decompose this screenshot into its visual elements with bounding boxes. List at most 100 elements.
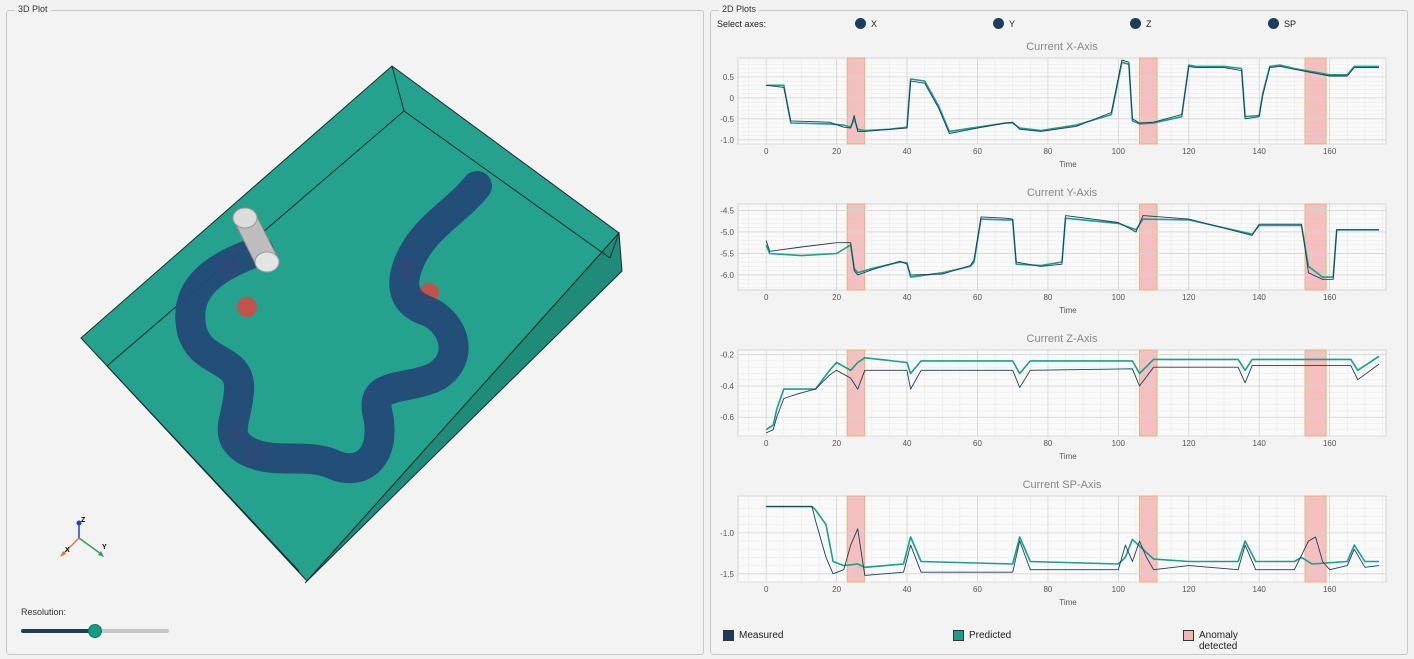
workpiece-block — [80, 65, 623, 584]
x-tick-label: 160 — [1323, 293, 1337, 302]
workpiece-edge — [609, 232, 620, 259]
axis-selector: Select axes: X Y Z SP — [717, 18, 1297, 29]
y-tick-label: -0.2 — [720, 351, 734, 360]
x-tick-label: 140 — [1253, 585, 1267, 594]
resolution-slider-fill — [21, 629, 95, 633]
plot-area — [737, 349, 1387, 437]
y-tick-label: -1.0 — [720, 529, 734, 538]
plot-area — [737, 57, 1387, 145]
anomaly-band — [846, 203, 866, 291]
triad-y-line — [78, 537, 102, 555]
triad-y-tip — [98, 551, 104, 557]
chart-title: Current Z-Axis — [1027, 333, 1098, 345]
x-tick-label: 120 — [1182, 147, 1196, 156]
triad-y-label: Y — [102, 544, 107, 551]
triad-x-line — [62, 537, 80, 555]
y-tick-label: -0.5 — [720, 115, 734, 124]
x-tick-label: 80 — [1043, 147, 1052, 156]
x-axis-label: Time — [1059, 452, 1077, 461]
workpiece-side-face — [304, 231, 623, 584]
charts-area: Current X-Axis 0 20 40 60 80 100 120 140 160 0.5 0 -… — [720, 41, 1387, 607]
toolpath — [175, 171, 492, 484]
select-axes-label: Select axes: — [717, 19, 767, 29]
legend-swatch-predicted — [953, 630, 964, 641]
x-tick-label: 40 — [903, 585, 912, 594]
x-tick-label: 40 — [903, 293, 912, 302]
workpiece-inner-edge — [106, 365, 300, 572]
anomaly-band — [1304, 495, 1327, 583]
series-line-predicted — [766, 505, 1379, 569]
x-tick-label: 100 — [1112, 439, 1126, 448]
panel-2d-title: 2D Plots — [719, 4, 760, 14]
chart-title: Current X-Axis — [1026, 41, 1098, 53]
x-axis-label: Time — [1059, 598, 1077, 607]
legend: Measured Predicted Anomaly detected — [723, 629, 1403, 652]
x-tick-label: 120 — [1182, 585, 1196, 594]
anomaly-band — [1139, 203, 1158, 291]
x-tick-label: 0 — [764, 439, 769, 448]
anomaly-band — [1139, 57, 1158, 145]
y-tick-label: 0 — [730, 94, 735, 103]
plot-area — [737, 203, 1387, 291]
x-tick-label: 80 — [1043, 439, 1052, 448]
x-tick-label: 20 — [832, 585, 841, 594]
x-tick-label: 60 — [973, 439, 982, 448]
triad-z-label: Z — [81, 517, 86, 524]
legend-swatch-measured — [723, 630, 734, 641]
series-line-predicted — [765, 355, 1380, 431]
chart-2: Current Y-Axis 0 20 40 60 80 100 120 140 160 -4.5 -… — [720, 187, 1387, 315]
resolution-slider[interactable] — [21, 624, 169, 638]
x-tick-label: 0 — [764, 147, 769, 156]
x-tick-label: 40 — [903, 439, 912, 448]
anomaly-marker — [237, 297, 257, 317]
series-line-measured — [766, 506, 1380, 576]
x-axis-label: Time — [1059, 160, 1077, 169]
x-tick-label: 120 — [1182, 293, 1196, 302]
x-tick-label: 20 — [832, 439, 841, 448]
y-tick-label: -5.0 — [720, 228, 734, 237]
anomaly-band — [1304, 57, 1327, 145]
anomaly-band — [846, 57, 866, 145]
3d-viewport[interactable]: Z X Y — [7, 11, 705, 656]
series-line-measured — [766, 59, 1379, 134]
anomaly-band — [846, 349, 866, 437]
anomaly-band — [1139, 495, 1158, 583]
anomaly-band — [1139, 349, 1158, 437]
x-tick-label: 160 — [1323, 147, 1337, 156]
x-tick-label: 160 — [1323, 585, 1337, 594]
workpiece-edge — [391, 65, 405, 112]
anomaly-band — [1304, 349, 1327, 437]
x-tick-label: 0 — [764, 293, 769, 302]
x-tick-label: 60 — [973, 585, 982, 594]
x-tick-label: 160 — [1323, 439, 1337, 448]
y-tick-label: -0.6 — [720, 413, 734, 422]
chart-title: Current SP-Axis — [1023, 479, 1102, 491]
triad-x-label: X — [65, 547, 70, 554]
plot-area — [737, 495, 1387, 583]
radio-dot-icon — [1130, 18, 1141, 29]
x-axis-label: Time — [1059, 306, 1077, 315]
tool-cylinder — [232, 207, 280, 273]
chart-4: Current SP-Axis 0 20 40 60 80 100 120 140 160 -1.0… — [720, 479, 1387, 607]
radio-dot-icon — [993, 18, 1004, 29]
chart-1: Current X-Axis 0 20 40 60 80 100 120 140 160 0.5 0 -… — [720, 41, 1387, 169]
anomaly-band — [846, 495, 866, 583]
x-tick-label: 140 — [1253, 293, 1267, 302]
y-tick-label: -1.5 — [720, 570, 734, 579]
y-tick-label: -6.0 — [720, 271, 734, 280]
triad-z-tip — [76, 520, 82, 526]
x-tick-label: 80 — [1043, 293, 1052, 302]
y-tick-label: -0.4 — [720, 382, 734, 391]
panel-3d-plot: 3D Plot Z X — [6, 4, 705, 656]
x-tick-label: 140 — [1253, 439, 1267, 448]
resolution-slider-thumb[interactable] — [88, 624, 102, 638]
x-tick-label: 100 — [1112, 147, 1126, 156]
series-line-measured — [765, 215, 1379, 280]
x-tick-label: 100 — [1112, 293, 1126, 302]
chart-title: Current Y-Axis — [1027, 187, 1098, 199]
x-tick-label: 140 — [1253, 147, 1267, 156]
resolution-label: Resolution: — [21, 607, 67, 617]
x-tick-label: 0 — [764, 585, 769, 594]
chart-3: Current Z-Axis 0 20 40 60 80 100 120 140 160 -0.2 -… — [720, 333, 1387, 461]
y-tick-label: -5.5 — [720, 249, 734, 258]
